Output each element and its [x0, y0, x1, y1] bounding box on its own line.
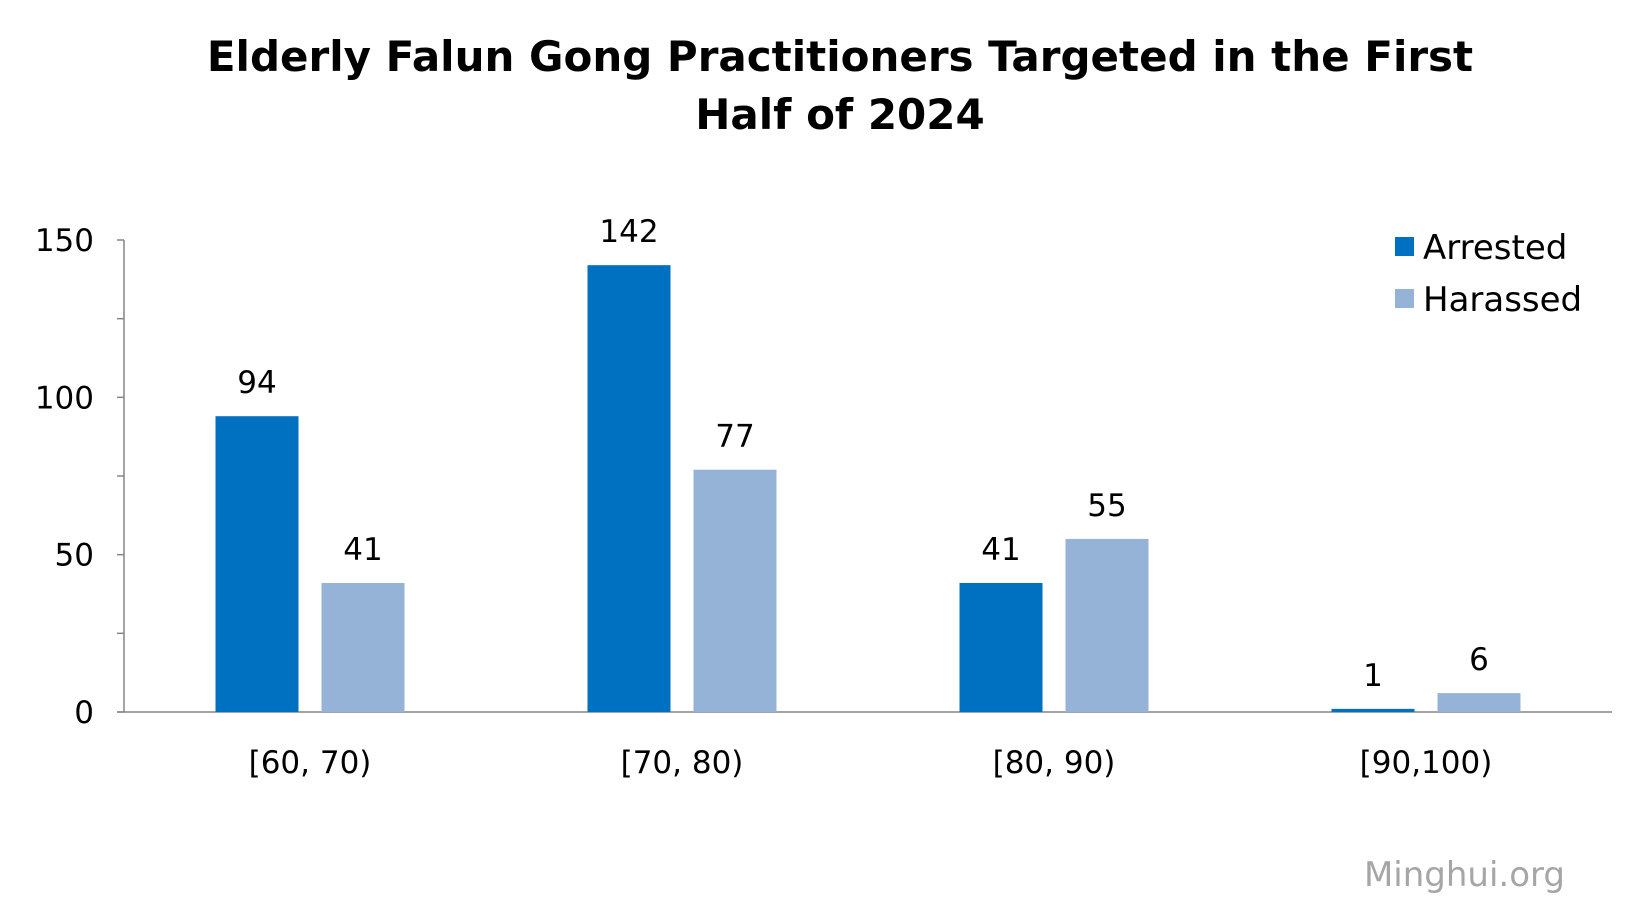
y-tick-label: 0: [74, 695, 94, 731]
data-label-harassed-2: 55: [1087, 488, 1126, 524]
data-label-arrested-3: 1: [1363, 658, 1383, 694]
legend-label-harassed: Harassed: [1423, 280, 1582, 320]
y-tick-label: 50: [55, 538, 94, 574]
chart-data-labels: 94 41 142 77 41 55 1 6: [237, 214, 1489, 694]
chart-title-line-1: Elderly Falun Gong Practitioners Targete…: [206, 32, 1474, 81]
x-tick-label: [90,100): [1360, 745, 1493, 781]
bar-arrested-0: [215, 416, 299, 712]
data-label-arrested-0: 94: [237, 365, 276, 401]
bar-arrested-3: [1331, 708, 1415, 712]
bar-harassed-2: [1065, 538, 1149, 712]
chart-title-line-2: Half of 2024: [695, 90, 985, 139]
bar-arrested-1: [587, 265, 671, 712]
legend-swatch-arrested: [1395, 237, 1414, 256]
chart-title: Elderly Falun Gong Practitioners Targete…: [0, 28, 1650, 144]
y-tick-label: 100: [35, 380, 94, 416]
data-label-harassed-0: 41: [343, 532, 382, 568]
data-label-arrested-2: 41: [981, 532, 1020, 568]
bar-harassed-1: [693, 469, 777, 712]
data-label-harassed-3: 6: [1469, 642, 1489, 678]
y-tick-label: 150: [35, 223, 94, 259]
x-tick-label: [80, 90): [993, 745, 1116, 781]
bar-harassed-0: [321, 582, 405, 712]
data-label-harassed-1: 77: [715, 419, 754, 455]
chart-legend: Arrested Harassed: [1395, 228, 1582, 320]
watermark: Minghui.org: [1363, 855, 1565, 895]
x-tick-label: [60, 70): [249, 745, 372, 781]
legend-label-arrested: Arrested: [1423, 228, 1567, 268]
bar-arrested-2: [959, 582, 1043, 712]
x-tick-label: [70, 80): [621, 745, 744, 781]
bar-harassed-3: [1437, 693, 1521, 712]
chart-bars: [215, 265, 1521, 712]
data-label-arrested-1: 142: [599, 214, 658, 250]
chart-axes: 0 50 100 150 [60, 70) [70, 80) [80, 90) [90,100…: [35, 223, 1612, 781]
legend-swatch-harassed: [1395, 289, 1414, 308]
